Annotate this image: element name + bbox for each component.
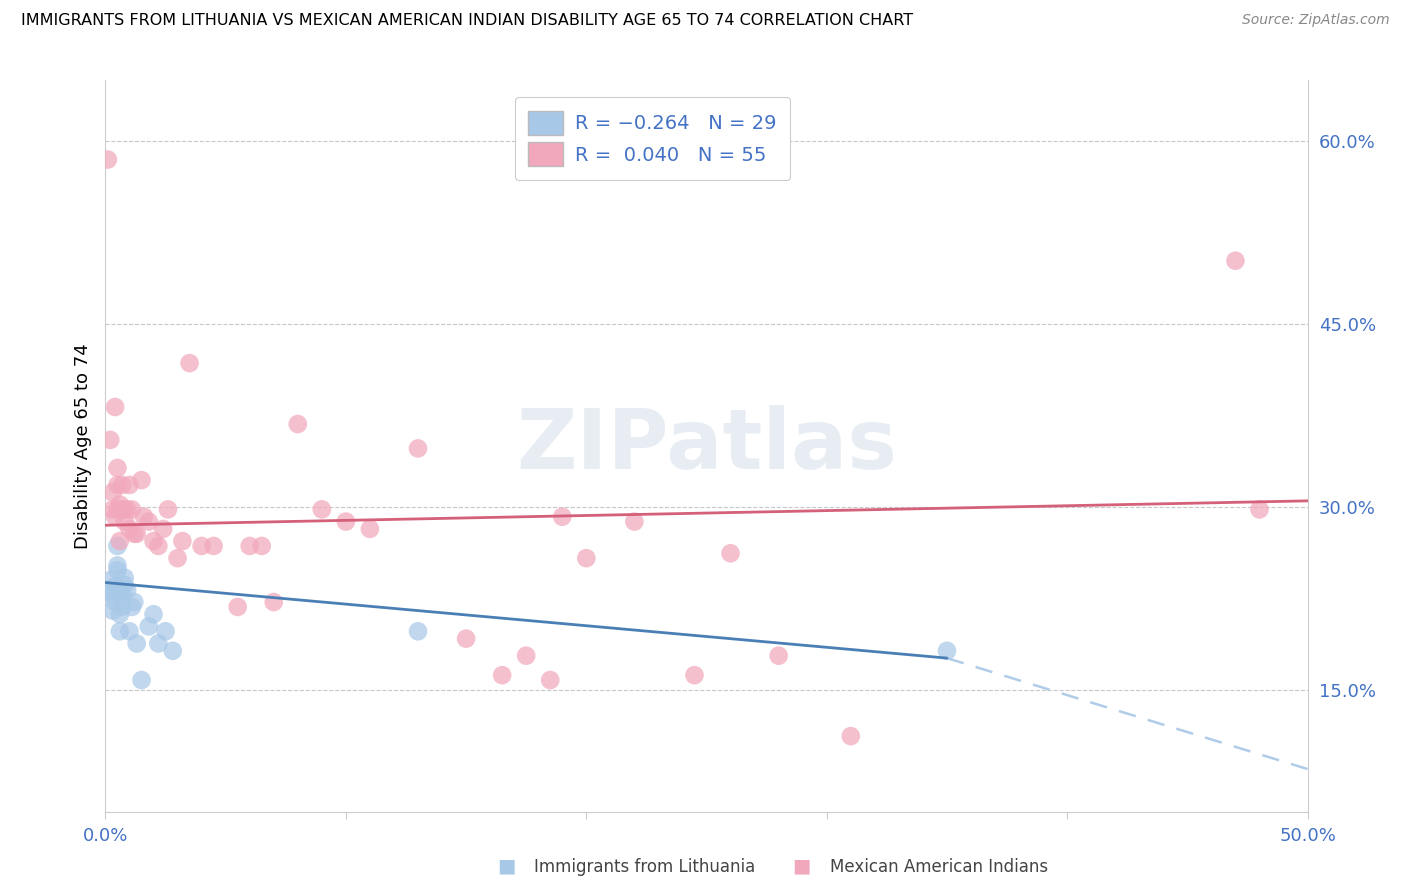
Point — [114, 578, 136, 592]
Point — [148, 539, 170, 553]
Point — [108, 607, 131, 622]
Point — [107, 539, 129, 553]
Point — [132, 509, 155, 524]
Point — [720, 546, 742, 560]
Point — [623, 515, 645, 529]
Point — [131, 473, 153, 487]
Point — [101, 588, 124, 602]
Point — [98, 433, 121, 447]
Point — [114, 515, 136, 529]
Point — [152, 522, 174, 536]
Point — [148, 636, 170, 650]
Legend: R = −0.264   N = 29, R =  0.040   N = 55: R = −0.264 N = 29, R = 0.040 N = 55 — [515, 97, 790, 180]
Point — [111, 502, 134, 516]
Point — [162, 644, 184, 658]
Point — [359, 522, 381, 536]
Point — [1249, 502, 1271, 516]
Point — [406, 442, 429, 456]
Text: ■: ■ — [792, 857, 811, 876]
Point — [138, 619, 160, 633]
Point — [101, 603, 124, 617]
Point — [124, 595, 146, 609]
Point — [108, 534, 131, 549]
Point — [104, 579, 127, 593]
Point — [551, 509, 574, 524]
Point — [118, 478, 141, 492]
Point — [101, 485, 124, 500]
Point — [839, 729, 862, 743]
Point — [118, 624, 141, 639]
Point — [104, 400, 127, 414]
Point — [108, 624, 131, 639]
Point — [138, 515, 160, 529]
Point — [250, 539, 273, 553]
Point — [101, 502, 124, 516]
Point — [172, 534, 194, 549]
Point — [515, 648, 537, 663]
Point — [111, 588, 134, 602]
Point — [575, 551, 598, 566]
Point — [107, 563, 129, 577]
Point — [115, 582, 138, 597]
Y-axis label: Disability Age 65 to 74: Disability Age 65 to 74 — [73, 343, 91, 549]
Text: Source: ZipAtlas.com: Source: ZipAtlas.com — [1241, 13, 1389, 28]
Point — [108, 582, 131, 597]
Point — [155, 624, 177, 639]
Point — [97, 585, 120, 599]
Text: ■: ■ — [496, 857, 516, 876]
Point — [131, 673, 153, 687]
Point — [768, 648, 790, 663]
Point — [190, 539, 212, 553]
Point — [166, 551, 188, 566]
Point — [114, 502, 136, 516]
Point — [125, 636, 148, 650]
Point — [263, 595, 285, 609]
Point — [107, 502, 129, 516]
Point — [226, 599, 249, 614]
Point — [124, 526, 146, 541]
Text: ZIPatlas: ZIPatlas — [516, 406, 897, 486]
Point — [683, 668, 706, 682]
Point — [118, 522, 141, 536]
Point — [202, 539, 225, 553]
Point — [107, 558, 129, 573]
Point — [239, 539, 262, 553]
Point — [538, 673, 561, 687]
Text: IMMIGRANTS FROM LITHUANIA VS MEXICAN AMERICAN INDIAN DISABILITY AGE 65 TO 74 COR: IMMIGRANTS FROM LITHUANIA VS MEXICAN AME… — [21, 13, 914, 29]
Point — [179, 356, 201, 370]
Point — [121, 502, 143, 516]
Point — [114, 571, 136, 585]
Point — [142, 607, 165, 622]
Point — [125, 526, 148, 541]
Point — [406, 624, 429, 639]
Point — [454, 632, 477, 646]
Point — [107, 478, 129, 492]
Point — [936, 644, 959, 658]
Text: Mexican American Indians: Mexican American Indians — [830, 858, 1047, 876]
Point — [108, 498, 131, 512]
Point — [121, 599, 143, 614]
Point — [104, 509, 127, 524]
Point — [491, 668, 513, 682]
Point — [111, 478, 134, 492]
Text: Immigrants from Lithuania: Immigrants from Lithuania — [534, 858, 755, 876]
Point — [111, 599, 134, 614]
Point — [97, 153, 120, 167]
Point — [142, 534, 165, 549]
Point — [335, 515, 357, 529]
Point — [311, 502, 333, 516]
Point — [107, 461, 129, 475]
Point — [1225, 253, 1247, 268]
Point — [115, 502, 138, 516]
Point — [156, 502, 179, 516]
Point — [98, 573, 121, 587]
Point — [287, 417, 309, 431]
Point — [104, 595, 127, 609]
